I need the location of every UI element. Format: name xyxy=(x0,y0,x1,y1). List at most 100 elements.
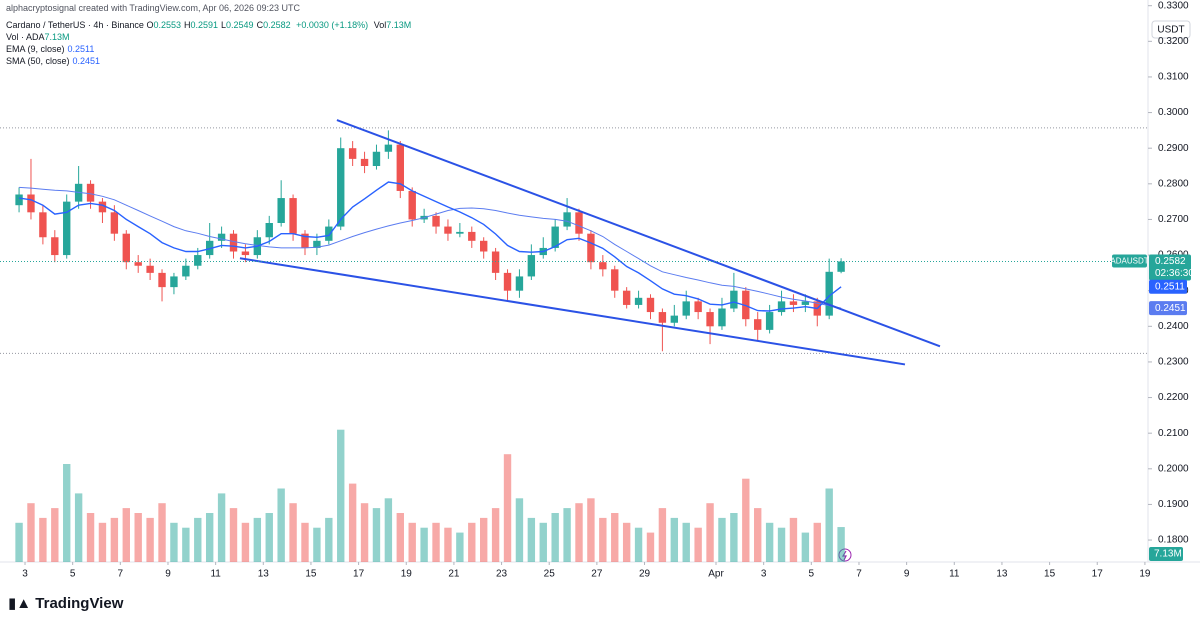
y-tick-label: 0.2400 xyxy=(1158,321,1189,332)
volume-bar xyxy=(39,517,47,562)
x-tick-label: 25 xyxy=(544,569,556,580)
symbol-line: Cardano / TetherUS · 4h · Binance O0.255… xyxy=(6,20,414,30)
candle-body xyxy=(825,271,833,316)
volume-bar xyxy=(313,527,321,562)
candle-body xyxy=(15,194,23,206)
volume-bar xyxy=(98,522,107,562)
volume-bar xyxy=(229,508,238,562)
x-tick-label: 15 xyxy=(305,569,317,580)
x-tick-label: 27 xyxy=(591,569,603,580)
x-tick-label: 7 xyxy=(118,569,124,580)
candle-body xyxy=(658,312,667,323)
volume-bar xyxy=(253,517,262,562)
volume-bar xyxy=(837,527,845,562)
volume-bar xyxy=(301,522,309,562)
candle-body xyxy=(51,237,59,256)
volume-bar xyxy=(539,522,547,562)
indicator-value: 0.2511 xyxy=(67,44,95,54)
x-tick-label: 19 xyxy=(1139,569,1151,580)
indicator-value: 0.2451 xyxy=(72,56,101,66)
candle-body xyxy=(527,255,536,277)
candle-body xyxy=(372,151,381,167)
y-tick-label: 0.1900 xyxy=(1158,499,1189,510)
volume-bar xyxy=(205,513,214,562)
ohlc-label: L xyxy=(221,20,227,30)
y-tick-label: 0.2900 xyxy=(1158,143,1189,154)
volume-bar xyxy=(575,503,583,562)
symbol-tag-text: ADAUSDT xyxy=(1110,257,1148,266)
candle-body xyxy=(182,265,190,277)
candle-body xyxy=(348,148,357,159)
volume-bar xyxy=(86,513,95,562)
volume-bar xyxy=(599,517,607,562)
candle-body xyxy=(265,223,273,238)
ema-tag-text: 0.2511 xyxy=(1155,281,1185,292)
indicator-name: EMA (9, close) xyxy=(6,44,65,54)
volume-bar xyxy=(15,522,23,562)
candle-body xyxy=(587,233,595,263)
candle-body xyxy=(313,240,321,248)
ohlc-value: 0.2582 xyxy=(263,20,291,30)
candle-body xyxy=(396,144,404,191)
ohlc-label: O xyxy=(146,20,154,30)
candle-body xyxy=(217,233,226,241)
volume-bar xyxy=(456,532,464,562)
volume-bar xyxy=(277,488,285,562)
candle-body xyxy=(575,212,583,234)
sma-line xyxy=(19,186,842,309)
candle-body xyxy=(765,312,774,330)
trendline xyxy=(239,257,906,366)
volume-bar xyxy=(468,522,476,562)
candle-body xyxy=(27,194,35,213)
currency-box[interactable] xyxy=(1151,20,1191,39)
currency: USDT xyxy=(1157,25,1184,36)
indicator-value: 7.13M xyxy=(44,32,70,42)
y-tick-label: 0.2200 xyxy=(1158,392,1189,403)
x-tick-label: 3 xyxy=(22,569,28,580)
candle-body xyxy=(718,308,726,327)
countdown-text: 02:36:30 xyxy=(1155,268,1194,279)
candle-body xyxy=(646,297,655,313)
candle-body xyxy=(337,148,345,227)
volume-bar xyxy=(777,527,786,562)
x-tick-label: 11 xyxy=(210,569,221,580)
ohlc-value: 0.2553 xyxy=(153,20,181,30)
candle-body xyxy=(63,201,71,256)
candle-body xyxy=(444,226,452,234)
volume-bar xyxy=(765,522,774,562)
x-tick-label: 23 xyxy=(496,569,508,580)
candle-body xyxy=(730,290,738,309)
y-tick-label: 0.2300 xyxy=(1158,357,1189,368)
x-tick-label: 9 xyxy=(165,569,171,580)
candle-body xyxy=(86,183,95,202)
candle-body xyxy=(384,144,393,152)
volume-bar xyxy=(670,517,679,562)
volume-bar xyxy=(170,522,178,562)
y-tick-label: 0.3000 xyxy=(1158,107,1189,118)
candle-body xyxy=(670,315,679,323)
candle-body xyxy=(205,240,214,256)
sma-tag-text: 0.2451 xyxy=(1155,303,1186,314)
x-tick-label: 15 xyxy=(1044,569,1056,580)
x-tick-label: 17 xyxy=(353,569,365,580)
candle-body xyxy=(432,215,440,227)
ema-line xyxy=(19,181,842,312)
volume-bar xyxy=(754,508,762,562)
x-tick-label: 29 xyxy=(639,569,651,580)
y-tick-label: 0.3300 xyxy=(1158,0,1189,11)
candle-body xyxy=(301,233,309,248)
candle-body xyxy=(694,301,702,313)
candle-body xyxy=(325,226,333,241)
volume-bar xyxy=(134,513,142,562)
volume-bar xyxy=(551,513,559,562)
x-tick-label: 9 xyxy=(904,569,910,580)
candle-body xyxy=(408,190,416,220)
ohlc-label: H xyxy=(183,20,191,30)
ema-tag xyxy=(1149,279,1187,294)
x-tick-label: 5 xyxy=(70,569,76,580)
indicator-name: SMA (50, close) xyxy=(6,56,70,66)
y-tick-label: 0.1800 xyxy=(1158,535,1189,546)
x-tick-label: 7 xyxy=(856,569,862,580)
volume-bar xyxy=(396,513,404,562)
volume-bar xyxy=(801,532,810,562)
